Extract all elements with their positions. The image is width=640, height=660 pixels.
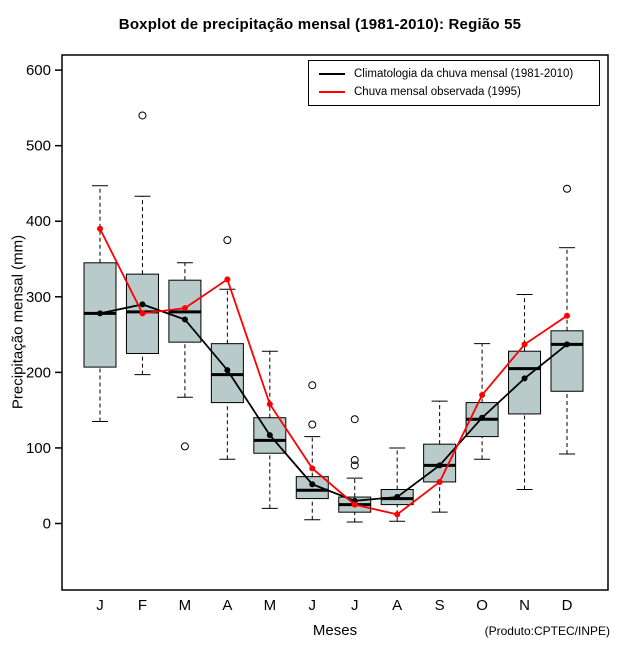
svg-text:S: S bbox=[435, 597, 445, 614]
svg-text:J: J bbox=[309, 597, 317, 614]
legend: Climatologia da chuva mensal (1981-2010)… bbox=[308, 60, 600, 106]
legend-item-climatology: Climatologia da chuva mensal (1981-2010) bbox=[319, 68, 589, 80]
legend-item-observed: Chuva mensal observada (1995) bbox=[319, 86, 589, 98]
svg-text:D: D bbox=[562, 597, 573, 614]
svg-text:A: A bbox=[222, 597, 232, 614]
svg-text:400: 400 bbox=[26, 213, 51, 230]
x-axis-label: Meses bbox=[312, 622, 358, 639]
svg-text:N: N bbox=[519, 597, 530, 614]
svg-text:F: F bbox=[138, 597, 147, 614]
legend-label-climatology: Climatologia da chuva mensal (1981-2010) bbox=[354, 68, 574, 80]
legend-line-observed bbox=[319, 91, 345, 93]
svg-text:M: M bbox=[264, 597, 277, 614]
svg-text:0: 0 bbox=[43, 516, 51, 533]
svg-text:100: 100 bbox=[26, 440, 51, 457]
svg-text:O: O bbox=[476, 597, 488, 614]
svg-text:J: J bbox=[96, 597, 104, 614]
chart-title: Boxplot de precipitação mensal (1981-201… bbox=[118, 16, 522, 33]
svg-text:500: 500 bbox=[26, 138, 51, 155]
legend-line-climatology bbox=[319, 73, 345, 75]
source-footnote: (Produto:CPTEC/INPE) bbox=[484, 624, 610, 638]
svg-text:600: 600 bbox=[26, 62, 51, 79]
svg-text:200: 200 bbox=[26, 364, 51, 381]
svg-text:300: 300 bbox=[26, 289, 51, 306]
svg-text:J: J bbox=[351, 597, 359, 614]
svg-text:A: A bbox=[392, 597, 402, 614]
legend-label-observed: Chuva mensal observada (1995) bbox=[354, 86, 521, 98]
svg-text:M: M bbox=[179, 597, 192, 614]
